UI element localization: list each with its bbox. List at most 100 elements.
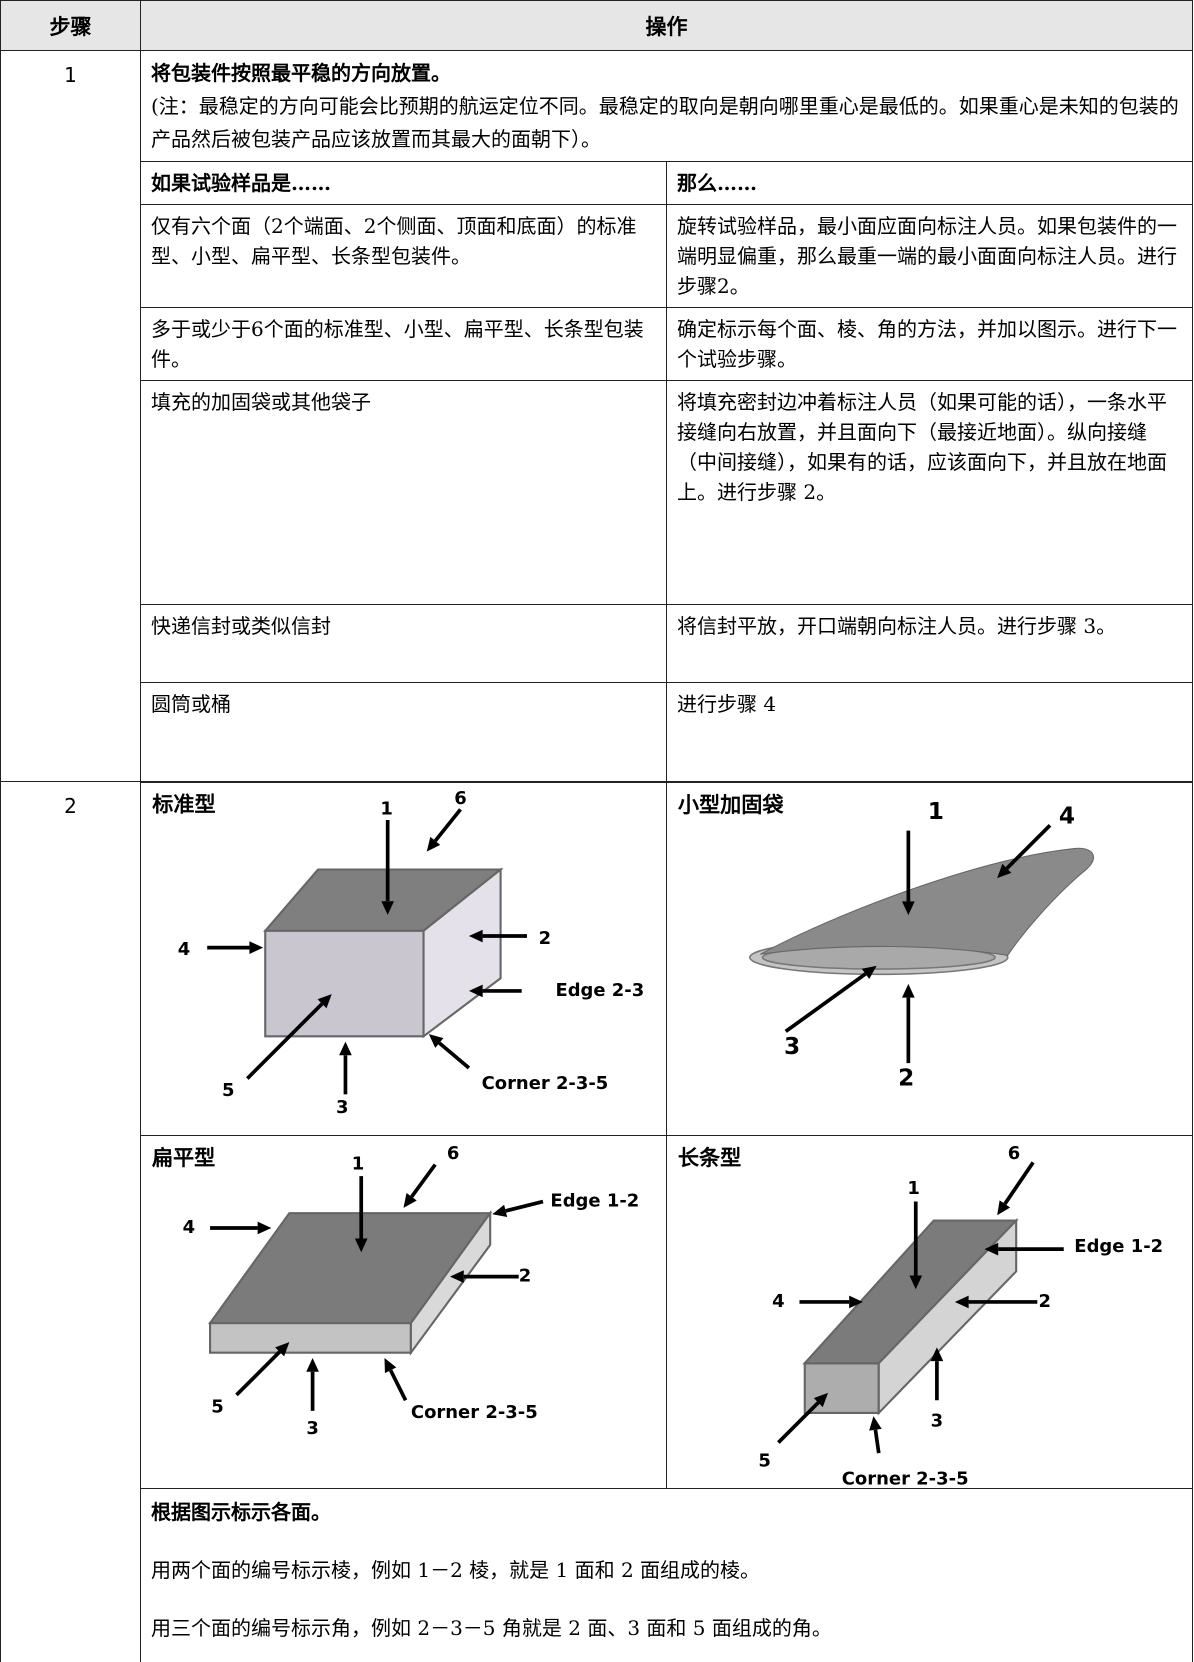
arrow — [1003, 1160, 1035, 1205]
diagram-label: 2 — [539, 928, 551, 949]
notes: 根据图示标示各面。用两个面的编号标示棱，例如 1－2 棱，就是 1 面和 2 面… — [141, 1487, 1192, 1662]
operation-cell: 将包装件按照最平稳的方向放置。 (注：最稳定的方向可能会比预期的航运定位不同。最稳… — [140, 50, 1193, 782]
diagram-label: 4 — [772, 1290, 785, 1311]
arrow — [505, 1199, 544, 1213]
diagram-title: 长条型 — [678, 1144, 741, 1169]
arrow-head — [257, 1221, 272, 1234]
diagram-label: 1 — [928, 798, 944, 825]
diagram-label: 3 — [784, 1032, 800, 1059]
diagram-label: 1 — [352, 1153, 365, 1174]
arrow-head — [428, 1033, 444, 1048]
arrow — [777, 1400, 820, 1444]
note-line: 用两个面的编号标示棱，例如 1－2 棱，就是 1 面和 2 面组成的棱。 — [151, 1557, 761, 1582]
table-row: 圆筒或桶 进行步骤 4 — [141, 682, 1192, 781]
diagram-label: Edge 1-2 — [550, 1190, 639, 1211]
arrow-head — [354, 1238, 368, 1252]
arrow-head — [468, 929, 483, 942]
diagram-label: Corner 2-3-5 — [411, 1401, 538, 1422]
diagram-label: 2 — [898, 1064, 914, 1091]
table-cell: 圆筒或桶 — [141, 682, 667, 781]
note-line: 用三个面的编号标示角，例如 2－3－5 角就是 2 面、3 面和 5 面组成的角… — [151, 1615, 832, 1640]
step-note: (注：最稳定的方向可能会比预期的航运定位不同。最稳定的取向是朝向哪里重心是最低的… — [151, 94, 1179, 151]
notes-heading: 根据图示标示各面。 — [151, 1499, 331, 1524]
diagram-label: 1 — [907, 1177, 920, 1198]
arrow-head — [869, 1415, 882, 1431]
diagram-label: 3 — [306, 1417, 319, 1438]
table-cell: 确定标示每个面、棱、角的方法，并加以图示。进行下一个试验步骤。 — [666, 307, 1192, 381]
arrow-head — [403, 1192, 417, 1208]
diagram-label: 1 — [380, 798, 392, 819]
step-number: 1 — [0, 50, 141, 782]
step-title: 将包装件按照最平稳的方向放置。 — [151, 61, 451, 85]
arrow-head — [450, 1269, 464, 1283]
arrow — [388, 1368, 408, 1401]
diagram-label: Edge 2-3 — [555, 979, 644, 1000]
arrow-head — [813, 1392, 829, 1407]
diagram-label: 6 — [447, 1142, 460, 1163]
arrow — [784, 971, 867, 1033]
diagram-title: 扁平型 — [152, 1144, 215, 1169]
arrow-head — [275, 1341, 290, 1356]
arrow-head — [909, 1275, 923, 1289]
table-header-cell: 如果试验样品是…… — [141, 161, 667, 205]
table-header-cell: 那么…… — [666, 161, 1192, 205]
arrow-head — [902, 983, 915, 998]
diagram-label: 3 — [336, 1097, 348, 1118]
diagram-cell: 长条型 6 1 Edge 1-2 4 2 5 3 Corner 2-3-5 — [666, 1134, 1192, 1488]
operation-cell: 标准型 1 6 2 Edge 2-3 4 5 3 Corner 2-3-5 小型加固袋 1 4 3 2 扁平… — [140, 780, 1193, 1662]
diagram-table: 标准型 1 6 2 Edge 2-3 4 5 3 Corner 2-3-5 小型加固袋 1 4 3 2 扁平… — [141, 781, 1192, 1488]
diagram-row: 标准型 1 6 2 Edge 2-3 4 5 3 Corner 2-3-5 小型加固袋 1 4 3 2 — [141, 781, 1192, 1135]
shape — [264, 929, 425, 1037]
table-row: 快递信封或类似信封 将信封平放，开口端朝向标注人员。进行步骤 3。 — [141, 604, 1192, 683]
arrow-head — [426, 836, 441, 852]
diagram-label: 3 — [931, 1410, 944, 1431]
diagram-cell: 小型加固袋 1 4 3 2 — [666, 781, 1192, 1135]
shape — [760, 847, 1095, 956]
table-cell: 将信封平放，开口端朝向标注人员。进行步骤 3。 — [666, 604, 1192, 683]
step-row: 2 标准型 1 6 2 Edge 2-3 4 5 3 Corner 2-3-5 小型加固袋 1 4 3 2… — [0, 780, 1193, 1662]
diagram-label: Corner 2-3-5 — [842, 1468, 969, 1487]
arrow-head — [384, 1357, 397, 1373]
step-row: 1 将包装件按照最平稳的方向放置。 (注：最稳定的方向可能会比预期的航运定位不同。… — [0, 50, 1193, 782]
shape — [409, 1209, 492, 1356]
arrow — [433, 807, 462, 842]
table-header-row: 如果试验样品是…… 那么…… — [141, 161, 1192, 205]
arrow-head — [930, 1346, 944, 1361]
diagram: 长条型 6 1 Edge 1-2 4 2 5 3 Corner 2-3-5 — [678, 1142, 1163, 1487]
diagram-title: 标准型 — [152, 791, 215, 816]
arrow — [245, 1001, 324, 1080]
diagram-label: 6 — [454, 787, 466, 808]
diagram-title: 小型加固袋 — [678, 791, 785, 816]
condition-table: 如果试验样品是…… 那么…… 仅有六个面（2个端面、2个侧面、顶面和底面）的标准型、… — [141, 161, 1192, 781]
diagram-label: 4 — [178, 938, 190, 959]
arrow-head — [984, 1242, 999, 1255]
arrow-head — [381, 900, 395, 915]
diagram-label: 5 — [211, 1396, 224, 1417]
diagram-cell: 标准型 1 6 2 Edge 2-3 4 5 3 Corner 2-3-5 — [141, 781, 667, 1135]
step-number: 2 — [0, 780, 141, 1662]
table-row: 仅有六个面（2个端面、2个侧面、顶面和底面）的标准型、小型、扁平型、长条型包装件… — [141, 204, 1192, 308]
arrow-head — [492, 1204, 508, 1217]
arrow-head — [317, 993, 332, 1008]
arrow-head — [249, 940, 264, 954]
table-row: 填充的加固袋或其他袋子 将填充密封边冲着标注人员（如果可能的话），一条水平接缝向右… — [141, 380, 1192, 605]
diagram-label: 6 — [1008, 1142, 1021, 1163]
header-cell: 步骤 — [0, 0, 141, 51]
shape — [877, 1217, 1018, 1416]
arrow-head — [468, 984, 483, 997]
arrow-head — [849, 1295, 863, 1308]
table-cell: 快递信封或类似信封 — [141, 604, 667, 683]
table-cell: 多于或少于6个面的标准型、小型、扁平型、长条型包装件。 — [141, 307, 667, 381]
diagram-label: 2 — [519, 1265, 532, 1286]
diagram-label: 5 — [222, 1080, 234, 1101]
arrow — [1005, 823, 1052, 870]
arrow-head — [339, 1041, 352, 1055]
table-row: 多于或少于6个面的标准型、小型、扁平型、长条型包装件。 确定标示每个面、棱、角的方… — [141, 307, 1192, 381]
shape — [209, 1321, 412, 1354]
diagram-label: 4 — [183, 1216, 196, 1237]
header-row: 步骤 操作 — [0, 0, 1193, 51]
arrow-head — [861, 965, 877, 979]
arrow-head — [954, 1295, 969, 1308]
